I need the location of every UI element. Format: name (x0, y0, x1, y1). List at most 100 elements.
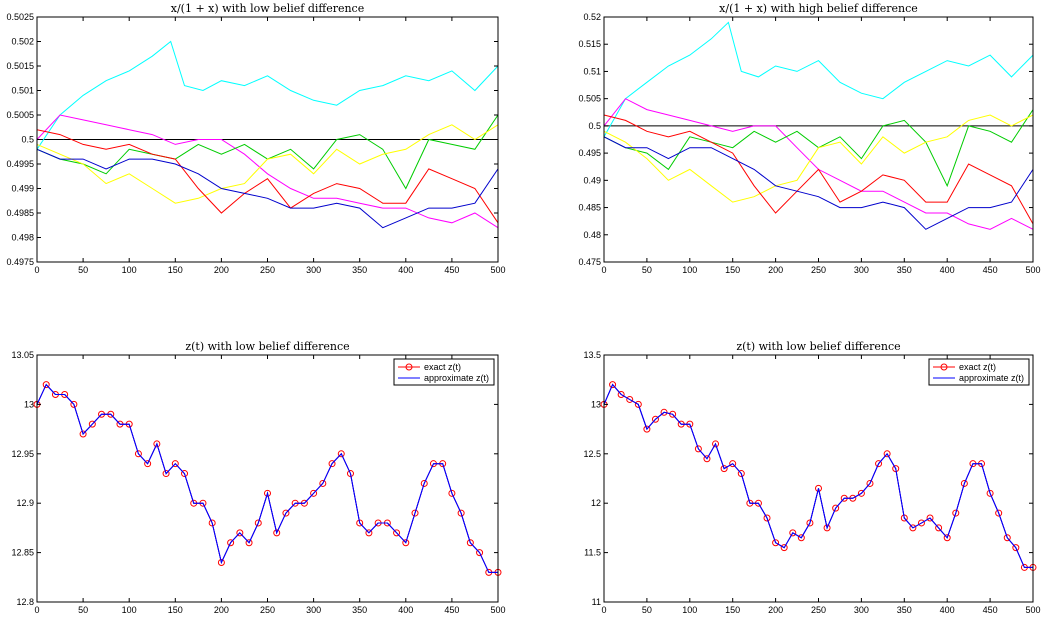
data-point (411, 509, 419, 517)
data-point (337, 450, 345, 458)
y-tick-label: 0.475 (578, 257, 601, 267)
series-line-overlay (36, 383, 498, 573)
y-tick-label: 0.4995 (6, 159, 34, 169)
data-point (643, 425, 651, 433)
data-point (651, 415, 659, 423)
data-point (866, 479, 874, 487)
series-line-1 (36, 114, 499, 229)
data-point (617, 391, 625, 399)
x-tick-label: 450 (983, 605, 998, 615)
y-tick-label: 0.49 (583, 175, 601, 185)
chart-title: z(t) with low belief difference (185, 340, 349, 353)
data-point (227, 539, 235, 547)
data-point (88, 420, 96, 428)
legend: exact z(t)approximate z(t) (393, 358, 495, 386)
data-point (797, 534, 805, 542)
data-point (328, 460, 336, 468)
y-tick-label: 13.5 (583, 350, 601, 360)
data-point (909, 524, 917, 532)
y-tick-label: 0.498 (11, 233, 34, 243)
plot-area (604, 355, 1033, 602)
x-tick-label: 150 (725, 265, 740, 275)
data-point (789, 529, 797, 537)
x-tick-label: 200 (214, 265, 229, 275)
y-tick-label: 0.48 (583, 230, 601, 240)
x-tick-label: 500 (1025, 605, 1040, 615)
data-point (815, 484, 822, 492)
data-point (448, 489, 456, 497)
data-point (356, 519, 364, 527)
x-tick-label: 400 (398, 265, 413, 275)
data-point (208, 519, 216, 527)
y-tick-label: 12.8 (16, 597, 34, 607)
data-point (42, 381, 50, 389)
x-tick-label: 150 (725, 605, 740, 615)
x-tick-label: 500 (1025, 265, 1040, 275)
legend-label: approximate z(t) (959, 373, 1024, 383)
x-tick-label: 300 (854, 605, 869, 615)
chart-panel-low-belief-ratio: x/(1 + x) with low belief difference 0 50 1… (6, 2, 505, 275)
y-tick-label: 13 (24, 399, 34, 409)
data-point (282, 509, 290, 517)
data-point (917, 519, 925, 527)
legend-marker (940, 363, 948, 371)
data-point (264, 489, 271, 497)
legend-label: exact z(t) (959, 362, 996, 372)
y-tick-label: 13 (591, 399, 601, 409)
y-tick-label: 0.499 (11, 184, 34, 194)
y-tick-label: 0.5015 (6, 61, 34, 71)
y-tick-label: 0.502 (11, 37, 34, 47)
series-line-0 (36, 40, 499, 150)
y-tick-label: 0.501 (11, 86, 34, 96)
data-point (626, 395, 634, 403)
y-tick-label: 12 (591, 498, 601, 508)
data-point (171, 460, 179, 468)
x-tick-label: 350 (897, 605, 912, 615)
x-tick-label: 250 (260, 605, 275, 615)
y-tick-label: 11.5 (584, 548, 601, 558)
data-point (935, 524, 943, 532)
y-tick-label: 0.4985 (6, 208, 34, 218)
legend-label: exact z(t) (424, 362, 461, 372)
legend-box (393, 358, 495, 386)
x-tick-label: 100 (682, 265, 697, 275)
x-tick-label: 450 (983, 265, 998, 275)
data-point (943, 534, 951, 542)
x-tick-label: 450 (444, 265, 459, 275)
x-tick-label: 100 (122, 605, 137, 615)
series-line-0 (603, 21, 1034, 138)
x-tick-label: 250 (811, 265, 826, 275)
y-tick-label: 11 (592, 597, 601, 607)
data-point (245, 539, 253, 547)
data-point (832, 504, 840, 512)
y-tick-label: 13.05 (11, 350, 34, 360)
y-tick-label: 0.5 (588, 121, 601, 131)
x-tick-label: 0 (34, 265, 39, 275)
data-point (310, 489, 318, 497)
series-line-overlay (603, 383, 1033, 568)
x-tick-label: 400 (398, 605, 413, 615)
x-tick-label: 200 (768, 265, 783, 275)
x-tick-label: 50 (78, 265, 88, 275)
data-point (660, 408, 668, 416)
data-point (1012, 544, 1020, 552)
x-tick-label: 0 (601, 605, 606, 615)
data-point (729, 460, 737, 468)
y-tick-label: 12.85 (11, 548, 34, 558)
data-point (737, 470, 745, 478)
series-line-3 (36, 124, 499, 204)
data-point (952, 509, 960, 517)
data-point (926, 514, 934, 522)
data-point (162, 470, 170, 478)
chart-panel-zt-right: z(t) with low belief difference 0 50 100 150… (583, 340, 1040, 615)
data-point (217, 558, 225, 566)
series-line-4 (36, 129, 499, 224)
y-tick-label: 0.5005 (6, 110, 34, 120)
x-tick-label: 300 (854, 265, 869, 275)
x-tick-label: 0 (601, 265, 606, 275)
chart-title: x/(1 + x) with low belief difference (171, 2, 364, 15)
x-tick-label: 100 (682, 605, 697, 615)
data-point (236, 529, 244, 537)
data-point (1003, 534, 1011, 542)
